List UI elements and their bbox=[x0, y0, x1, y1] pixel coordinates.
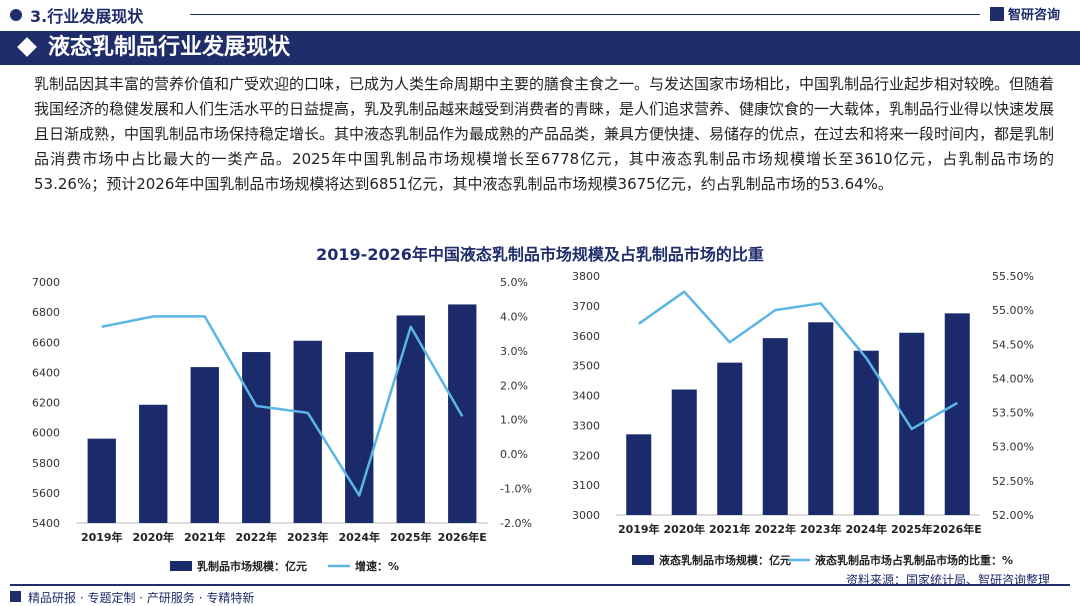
y-tick-label: 6000 bbox=[32, 427, 60, 440]
y2-tick-label: 53.00% bbox=[992, 441, 1034, 454]
y-tick-label: 7000 bbox=[32, 276, 60, 289]
y2-tick-label: 55.00% bbox=[992, 304, 1034, 317]
chart-heading: 2019-2026年中国液态乳制品市场规模及占乳制品市场的比重 bbox=[316, 245, 764, 264]
footer-divider bbox=[10, 584, 1070, 586]
x-tick-label: 2023年 bbox=[800, 522, 842, 536]
bar bbox=[853, 350, 879, 515]
x-tick-label: 2020年 bbox=[663, 522, 705, 536]
y2-tick-label: 54.50% bbox=[992, 338, 1034, 351]
y2-tick-label: 54.00% bbox=[992, 372, 1034, 385]
y2-tick-label: 2.0% bbox=[500, 379, 528, 392]
y-tick-label: 6800 bbox=[32, 306, 60, 319]
y2-tick-label: 3.0% bbox=[500, 345, 528, 358]
x-tick-label: 2022年 bbox=[754, 522, 796, 536]
bar bbox=[626, 434, 652, 515]
bar bbox=[87, 438, 116, 523]
x-tick-label: 2025年 bbox=[891, 522, 933, 536]
y2-tick-label: 52.50% bbox=[992, 475, 1034, 488]
bullet-dot bbox=[10, 9, 22, 21]
x-tick-label: 2024年 bbox=[338, 530, 380, 544]
bar bbox=[190, 367, 219, 523]
y-tick-label: 3000 bbox=[572, 509, 600, 522]
brand-logo: 智研咨询 bbox=[990, 4, 1060, 23]
x-tick-label: 2026年E bbox=[438, 530, 487, 544]
footer: 精品研报 · 专题定制 · 产研服务 · 专精特新 bbox=[0, 584, 1080, 606]
x-tick-label: 2020年 bbox=[132, 530, 174, 544]
y-tick-label: 6200 bbox=[32, 397, 60, 410]
top-bar: 3.行业发展现状 智研咨询 bbox=[0, 0, 1080, 30]
bar bbox=[139, 404, 168, 523]
diamond-icon bbox=[17, 37, 37, 57]
y-tick-label: 3200 bbox=[572, 449, 600, 462]
x-tick-label: 2025年 bbox=[390, 530, 432, 544]
intro-paragraph: 乳制品因其丰富的营养价值和广受欢迎的口味，已成为人类生命周期中主要的膳食主食之一… bbox=[34, 75, 1055, 193]
legend-swatch-bar bbox=[632, 555, 654, 565]
x-tick-label: 2019年 bbox=[81, 530, 123, 544]
logo-text: 智研咨询 bbox=[1008, 8, 1061, 23]
y-tick-label: 3100 bbox=[572, 479, 600, 492]
bar bbox=[808, 322, 834, 515]
bar bbox=[396, 315, 425, 523]
bar bbox=[242, 352, 271, 523]
y-tick-label: 5400 bbox=[32, 517, 60, 530]
bar bbox=[448, 304, 477, 523]
x-tick-label: 2026年E bbox=[933, 522, 982, 536]
x-tick-label: 2021年 bbox=[184, 530, 226, 544]
footer-tagline: 精品研报 · 专题定制 · 产研服务 · 专精特新 bbox=[28, 591, 255, 605]
legend-label-line: 液态乳制品市场占乳制品市场的比重：% bbox=[815, 553, 1013, 567]
legend-label-bar: 液态乳制品市场规模：亿元 bbox=[659, 553, 791, 567]
legend-label-line: 增速：% bbox=[355, 559, 399, 573]
y-tick-label: 3800 bbox=[572, 270, 600, 283]
y-tick-label: 5600 bbox=[32, 487, 60, 500]
y2-tick-label: 0.0% bbox=[500, 448, 528, 461]
y-tick-label: 5800 bbox=[32, 457, 60, 470]
page-title: 液态乳制品行业发展现状 bbox=[48, 35, 291, 60]
brand-icon bbox=[10, 591, 21, 602]
bar bbox=[717, 362, 743, 515]
x-tick-label: 2024年 bbox=[845, 522, 887, 536]
y-tick-label: 3300 bbox=[572, 419, 600, 432]
bar bbox=[762, 338, 788, 515]
y2-tick-label: 52.00% bbox=[992, 509, 1034, 522]
y-tick-label: 6600 bbox=[32, 336, 60, 349]
y-tick-label: 3700 bbox=[572, 300, 600, 313]
section-title: 3.行业发展现状 bbox=[30, 7, 144, 26]
y2-tick-label: 5.0% bbox=[500, 276, 528, 289]
logo-icon bbox=[990, 7, 1004, 21]
bar bbox=[293, 340, 322, 523]
source-note: 资料来源：国家统计局、智研咨询整理 bbox=[845, 573, 1050, 587]
chart-dairy-market: 5400 5600 5800 6000 6200 6400 6600 6800 7000 -2.0… bbox=[32, 276, 532, 573]
y-tick-label: 6400 bbox=[32, 366, 60, 379]
x-tick-label: 2021年 bbox=[709, 522, 751, 536]
legend-swatch-bar bbox=[170, 561, 192, 571]
y2-tick-label: 4.0% bbox=[500, 310, 528, 323]
bar bbox=[944, 313, 970, 515]
title-banner: 液态乳制品行业发展现状 bbox=[0, 31, 1080, 65]
series-line bbox=[101, 315, 464, 497]
y2-tick-label: -2.0% bbox=[500, 517, 532, 530]
legend-label-bar: 乳制品市场规模：亿元 bbox=[197, 559, 307, 573]
y2-tick-label: 1.0% bbox=[500, 414, 528, 427]
series-line bbox=[638, 290, 958, 431]
y2-tick-label: 53.50% bbox=[992, 407, 1034, 420]
bar bbox=[671, 389, 697, 515]
y-tick-label: 3500 bbox=[572, 360, 600, 373]
y2-tick-label: -1.0% bbox=[500, 483, 532, 496]
bar bbox=[345, 352, 374, 523]
header-divider bbox=[190, 14, 980, 15]
y2-tick-label: 55.50% bbox=[992, 270, 1034, 283]
chart-liquid-dairy-market: 3000 3100 3200 3300 3400 3500 3600 3700 3800 52.0… bbox=[572, 270, 1034, 567]
y-tick-label: 3600 bbox=[572, 330, 600, 343]
x-tick-label: 2022年 bbox=[235, 530, 277, 544]
y-tick-label: 3400 bbox=[572, 390, 600, 403]
x-tick-label: 2019年 bbox=[618, 522, 660, 536]
x-tick-label: 2023年 bbox=[287, 530, 329, 544]
